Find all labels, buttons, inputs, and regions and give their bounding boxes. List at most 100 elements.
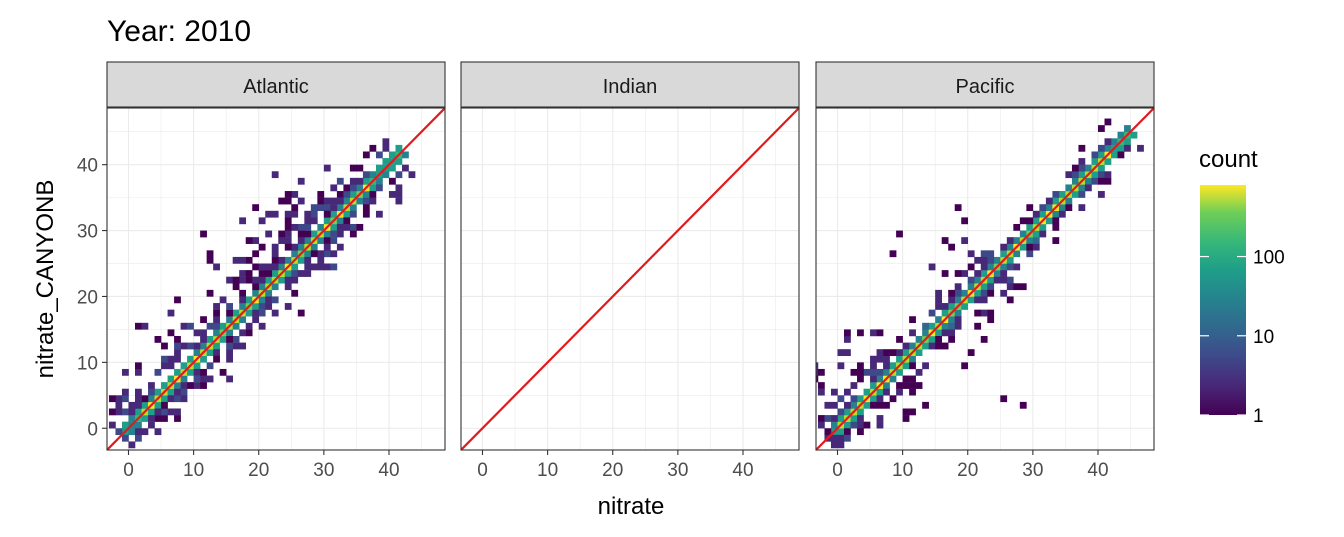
heatmap-cell [206,349,214,356]
heatmap-cell [928,309,936,317]
heatmap-cell [304,250,312,258]
heatmap-cell [876,349,884,356]
heatmap-cell [252,250,260,258]
heatmap-cell [343,184,351,192]
heatmap-cell [961,217,969,225]
heatmap-cell [922,401,929,409]
heatmap-cell [154,368,162,376]
heatmap-cell [883,368,890,376]
heatmap-cell [135,368,142,376]
heatmap-cell [161,415,168,422]
heatmap-cell [148,395,155,403]
heatmap-cell [1006,243,1014,251]
heatmap-cell [909,316,916,324]
heatmap-cell [896,355,903,363]
heatmap-cell [304,263,312,271]
heatmap-cell [1097,191,1105,198]
heatmap-cell [252,316,260,324]
heatmap-cell [382,144,390,152]
heatmap-cell [167,355,175,363]
heatmap-cell [382,171,390,179]
heatmap-cell [876,388,884,396]
heatmap-cell [830,441,838,449]
heatmap-cell [954,296,962,304]
heatmap-cell [362,151,370,159]
heatmap-cell [291,263,299,271]
heatmap-cell [1019,243,1027,251]
heatmap-cell [837,408,845,416]
heatmap-cell [291,223,299,231]
heatmap-cell [987,283,995,291]
heatmap-cell [1000,250,1008,258]
heatmap-cell [844,349,851,356]
heatmap-cell [1137,144,1144,152]
heatmap-cell [1026,223,1034,231]
heatmap-cell [291,270,299,277]
heatmap-cell [1006,276,1014,284]
heatmap-cell [1078,158,1086,165]
heatmap-cell [1097,171,1105,179]
heatmap-cell [141,395,149,403]
heatmap-cell [1065,184,1073,192]
heatmap-cell [180,388,188,396]
heatmap-cell [1045,197,1053,205]
heatmap-cell [824,428,832,436]
heatmap-cell [187,342,194,350]
heatmap-cell [271,256,279,264]
heatmap-cell [844,408,851,416]
heatmap-cell [284,223,292,231]
heatmap-cell [369,197,377,205]
heatmap-cell [121,368,129,376]
heatmap-cell [915,349,923,356]
heatmap-cell [1045,204,1053,212]
heatmap-cell [148,421,155,429]
heatmap-cell [876,375,884,383]
heatmap-cell [187,355,194,363]
heatmap-cell [265,263,273,271]
reference-line [461,108,800,450]
heatmap-cell [330,184,338,192]
heatmap-cell [174,408,181,416]
heatmap-cell [304,217,312,225]
heatmap-cell [284,243,292,251]
heatmap-cell [948,329,956,337]
heatmap-cell [987,289,995,297]
heatmap-cell [284,217,292,225]
x-tick-label: 20 [248,460,269,481]
heatmap-cell [1091,151,1099,159]
heatmap-cell [844,388,851,396]
heatmap-cell [206,375,214,383]
heatmap-cell [883,388,890,396]
heatmap-cell [1065,204,1073,212]
heatmap-cell [850,415,858,422]
facet-strip [815,61,1155,108]
heatmap-cell [310,217,318,225]
heatmap-cell [291,289,299,297]
heatmap-cell [974,296,982,304]
heatmap-cell [896,382,903,389]
heatmap-cell [1006,256,1014,264]
heatmap-cell [239,342,247,350]
heatmap-cell [980,336,988,343]
heatmap-cell [336,177,344,185]
heatmap-cell [857,362,864,370]
heatmap-cell [844,434,851,442]
heatmap-cell [226,329,233,337]
heatmap-cell [1111,151,1118,159]
heatmap-cell [883,401,890,409]
heatmap-cell [317,191,325,198]
heatmap-cell [850,421,858,429]
heatmap-cell [837,434,845,442]
heatmap-cell [948,289,956,297]
heatmap-cell [317,204,325,212]
heatmap-cell [837,362,845,370]
heatmap-cell [271,263,279,271]
heatmap-cell [857,329,864,337]
heatmap-cell [1039,210,1047,218]
heatmap-cell [1052,223,1060,231]
heatmap-cell [362,210,370,218]
heatmap-cell [863,368,871,376]
heatmap-cell [226,276,233,284]
heatmap-cell [213,349,220,356]
heatmap-cell [323,250,331,258]
